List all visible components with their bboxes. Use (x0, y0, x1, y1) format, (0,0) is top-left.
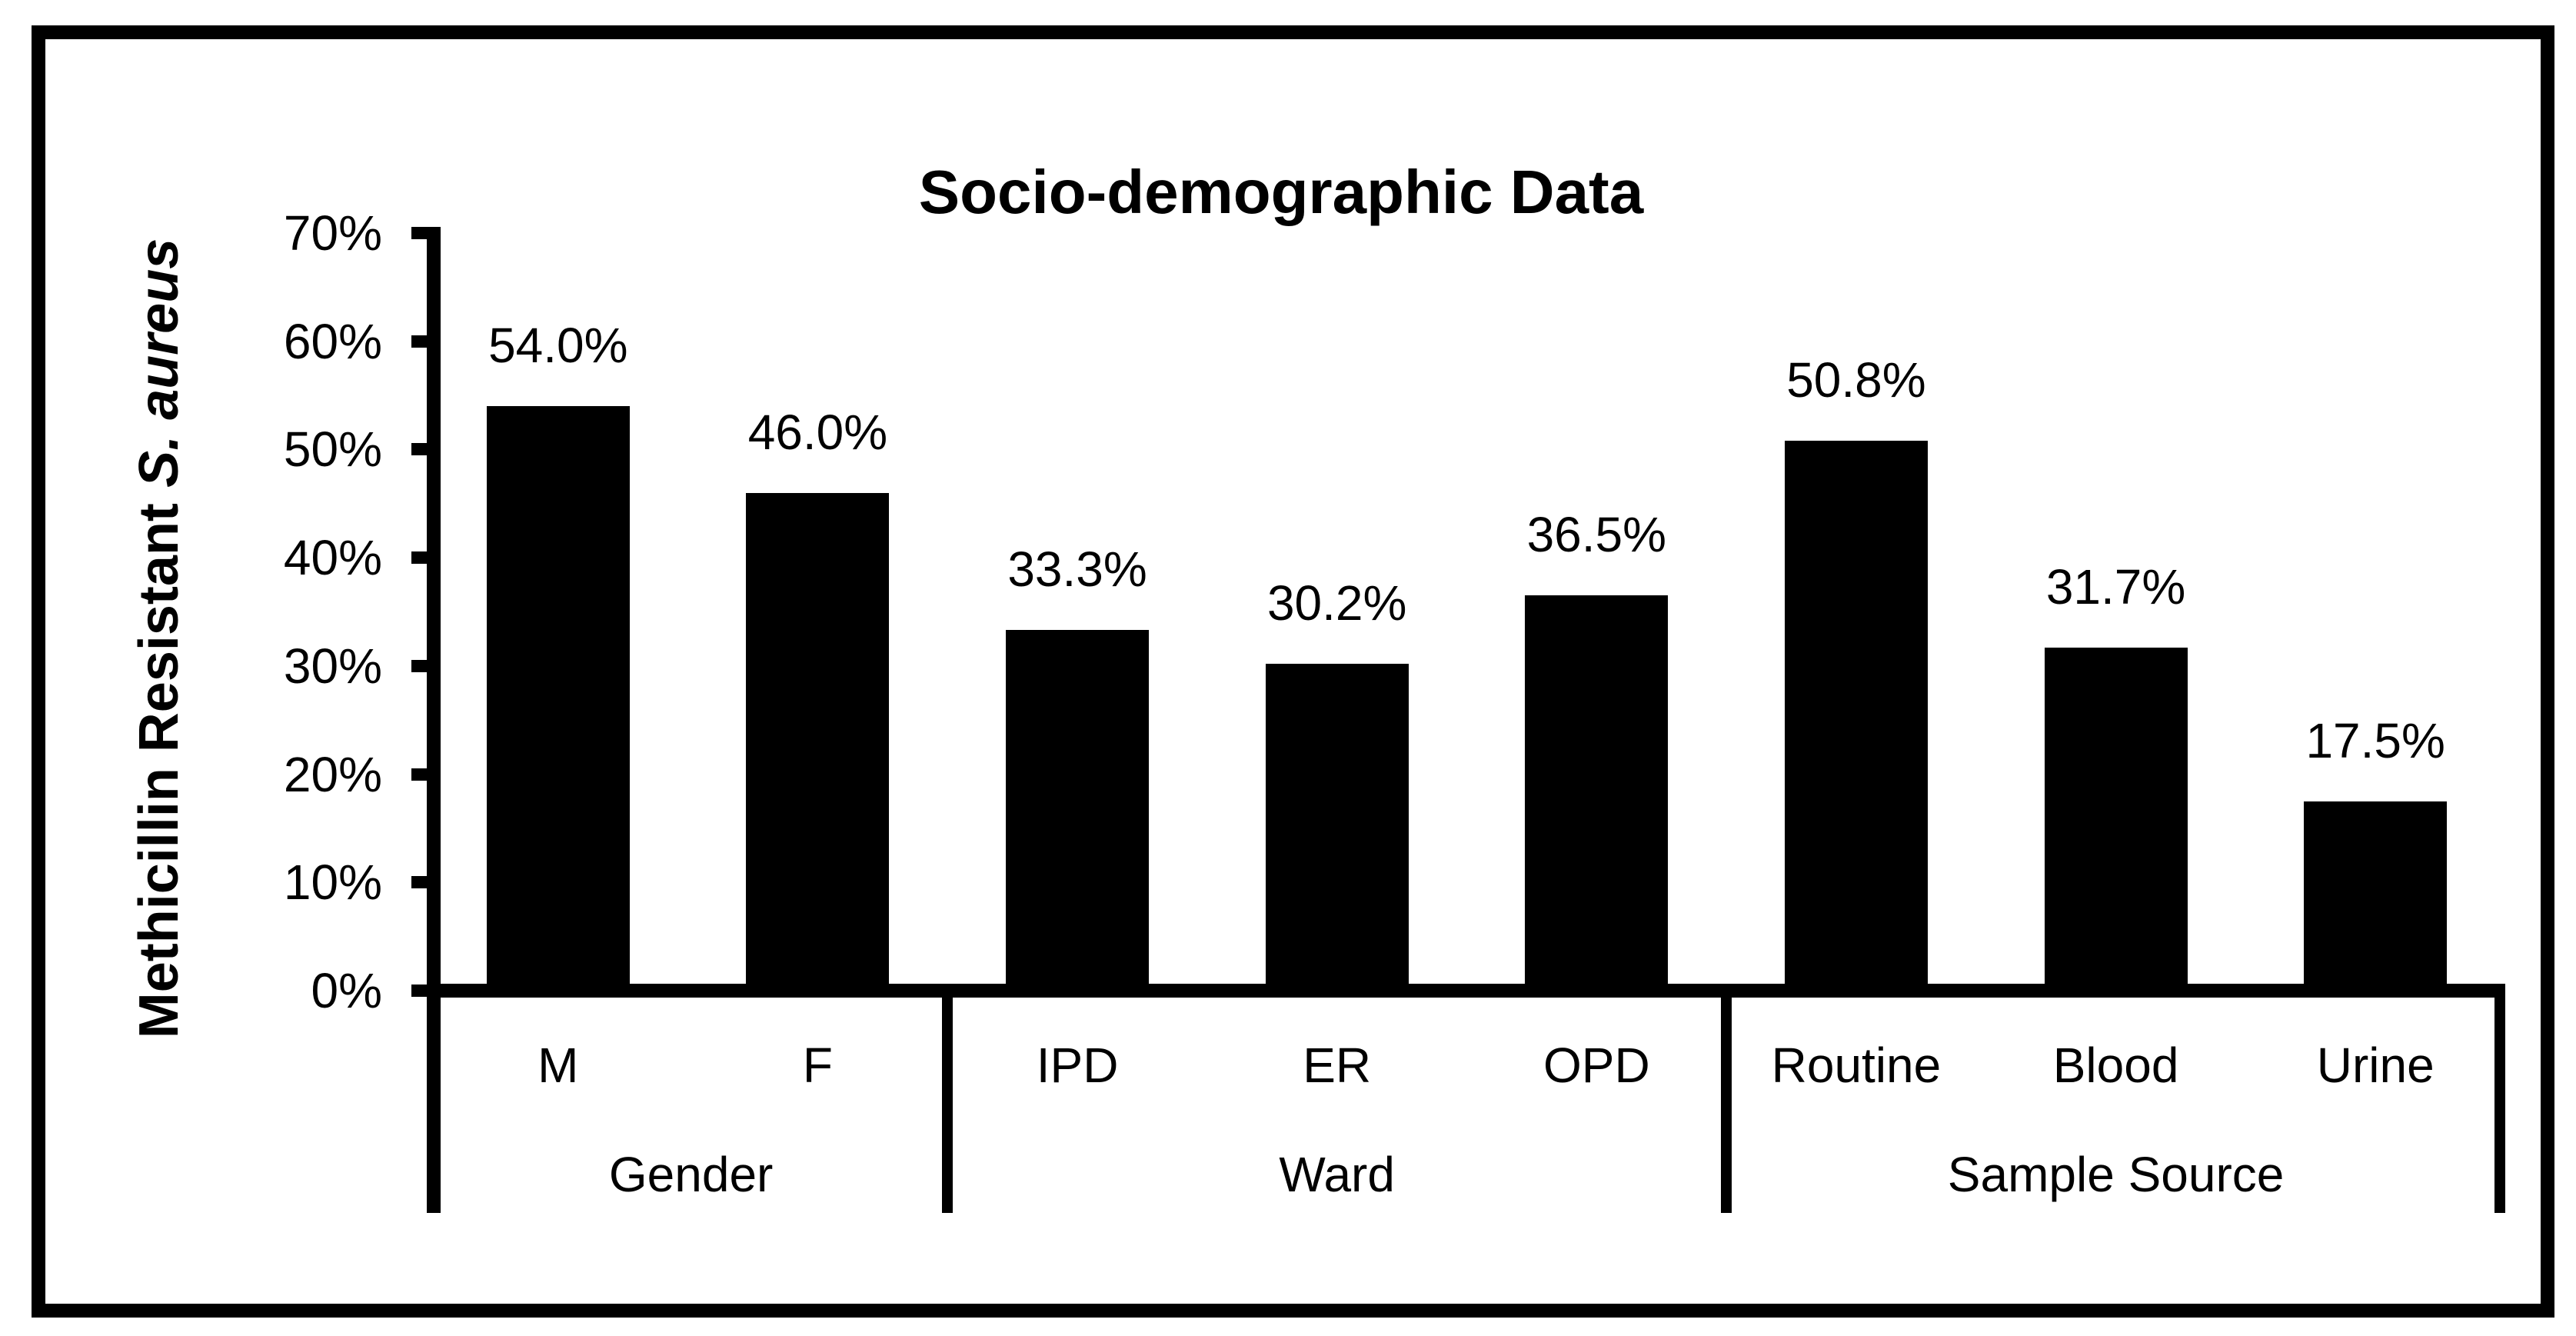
group-separator (1721, 991, 1732, 1213)
bar-er (1265, 664, 1409, 984)
category-label-blood: Blood (2052, 1038, 2179, 1093)
bar-value-label: 17.5% (2305, 712, 2445, 768)
x-axis-line (428, 984, 2505, 998)
category-label-ipd: IPD (1036, 1038, 1119, 1093)
bar-value-label: 50.8% (1786, 352, 1926, 408)
y-tick (411, 227, 427, 239)
y-tick (411, 985, 427, 997)
category-label-routine: Routine (1771, 1038, 1942, 1093)
y-tick-label: 70% (283, 205, 382, 261)
y-tick (411, 876, 427, 889)
group-label-sample-source: Sample Source (1947, 1147, 2285, 1202)
y-tick-label: 0% (311, 963, 383, 1018)
category-label-m: M (537, 1038, 579, 1093)
bar-value-label: 54.0% (488, 318, 628, 374)
y-tick-label: 40% (283, 530, 382, 586)
y-tick-label: 10% (283, 855, 382, 911)
bar-routine (1784, 441, 1928, 984)
bar-f (746, 492, 890, 984)
y-tick (411, 551, 427, 565)
category-label-f: F (802, 1038, 833, 1093)
y-axis-line (427, 227, 441, 1213)
y-tick (411, 443, 427, 456)
y-tick (411, 768, 427, 781)
bar-ipd (1006, 630, 1150, 984)
chart-title: Socio-demographic Data (918, 158, 1644, 226)
y-tick-label: 50% (283, 421, 382, 478)
group-separator (2494, 991, 2505, 1213)
bar-value-label: 46.0% (747, 404, 888, 460)
bar-blood (2044, 647, 2188, 984)
category-label-er: ER (1303, 1038, 1372, 1093)
category-label-opd: OPD (1543, 1038, 1650, 1093)
y-tick (411, 659, 427, 672)
y-tick-label: 20% (283, 746, 382, 802)
y-tick (411, 335, 427, 348)
bar-value-label: 31.7% (2045, 558, 2186, 615)
bar-value-label: 36.5% (1526, 507, 1667, 563)
y-tick-label: 60% (283, 313, 382, 369)
group-label-ward: Ward (1279, 1147, 1395, 1202)
bar-m (486, 406, 630, 984)
bar-value-label: 33.3% (1007, 541, 1147, 598)
group-separator (942, 991, 954, 1213)
category-label-urine: Urine (2316, 1038, 2435, 1093)
bar-urine (2304, 801, 2448, 984)
group-label-gender: Gender (608, 1147, 774, 1202)
bar-opd (1525, 595, 1669, 984)
y-tick-label: 30% (283, 638, 382, 694)
bar-value-label: 30.2% (1266, 575, 1407, 631)
